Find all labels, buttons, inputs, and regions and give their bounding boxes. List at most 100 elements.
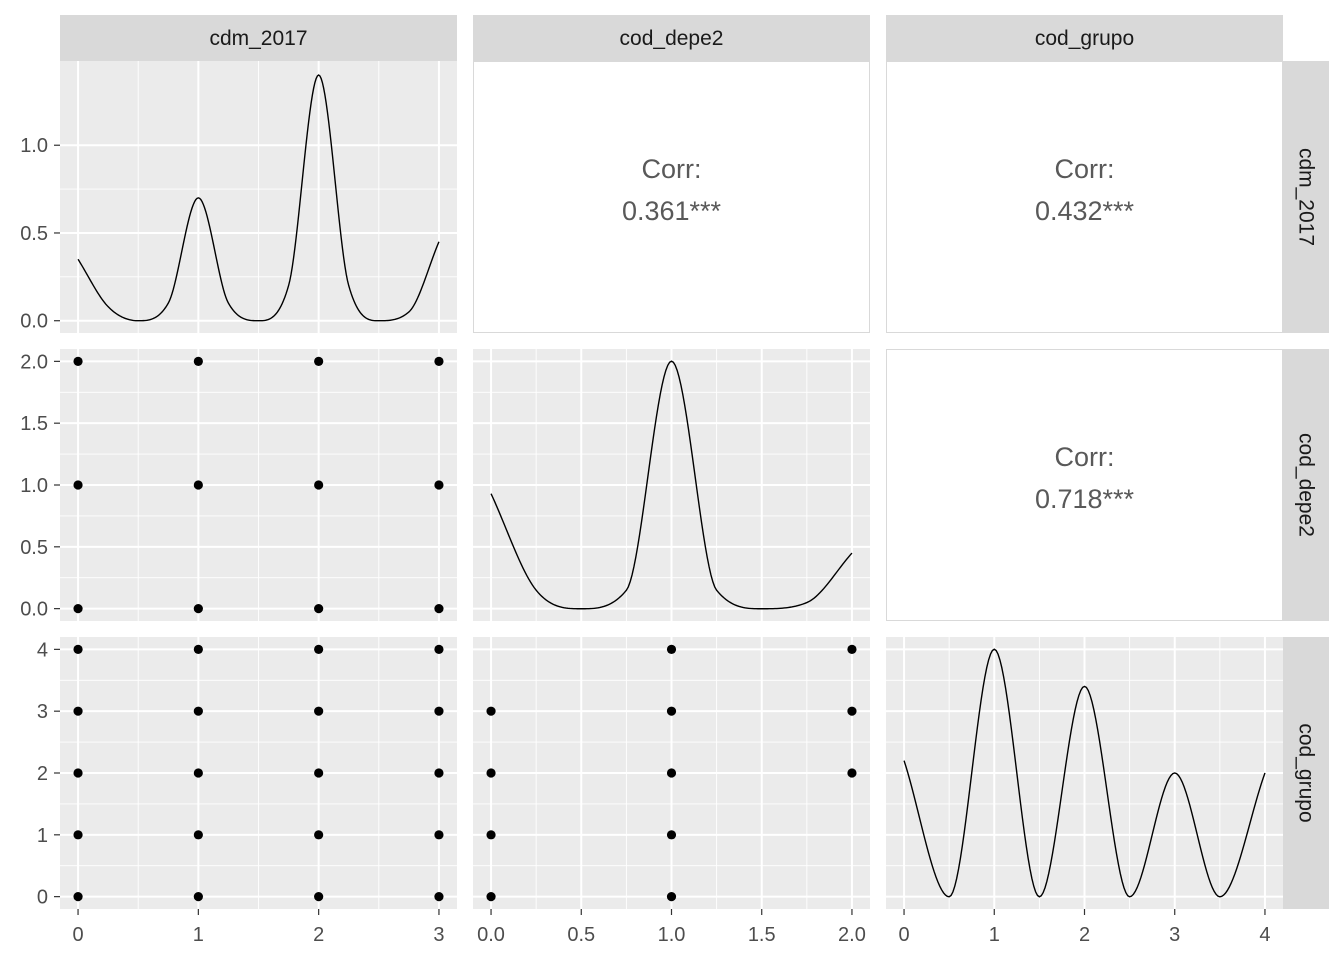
y-tick-label: 0.5 <box>20 223 48 245</box>
scatter-point <box>486 768 496 778</box>
correlation-panel-bg <box>473 61 870 333</box>
scatter-point <box>73 892 83 902</box>
scatter-point <box>434 480 444 490</box>
column-strip <box>60 15 457 61</box>
scatter-point <box>73 706 83 716</box>
column-strip-label: cod_depe2 <box>620 27 724 50</box>
correlation-panel-bg <box>886 61 1283 333</box>
scatter-point <box>314 892 324 902</box>
correlation-panel-bg <box>886 349 1283 621</box>
y-tick-label: 3 <box>37 701 48 723</box>
y-tick-label: 4 <box>37 639 48 661</box>
row-strip-label: cod_depe2 <box>1295 433 1318 537</box>
panel-r1-c0 <box>60 349 457 621</box>
scatter-point <box>847 644 857 654</box>
scatter-point <box>486 892 496 902</box>
panel-r2-c2 <box>886 637 1283 909</box>
x-tick-label: 1.5 <box>748 924 776 946</box>
scatter-point <box>666 830 677 840</box>
x-tick-label: 2 <box>313 924 324 946</box>
y-tick-label: 1 <box>37 825 48 847</box>
x-tick-label: 3 <box>1169 924 1180 946</box>
y-tick-label: 2 <box>37 763 48 785</box>
y-tick-label: 0.0 <box>20 311 48 333</box>
row-strip <box>1283 349 1329 621</box>
scatter-point <box>193 604 203 614</box>
scatter-point <box>486 706 496 716</box>
x-tick-label: 2 <box>1079 924 1090 946</box>
scatter-point <box>314 768 324 778</box>
scatter-point <box>193 892 203 902</box>
correlation-value: 0.361*** <box>622 196 722 226</box>
x-tick-label: 1 <box>193 924 204 946</box>
scatter-point <box>847 706 857 716</box>
scatter-point <box>434 604 444 614</box>
x-tick-label: 2.0 <box>838 924 866 946</box>
scatter-point <box>73 604 83 614</box>
scatter-point <box>434 706 444 716</box>
y-tick-label: 1.5 <box>20 413 48 435</box>
panel-r1-c2: Corr: 0.718*** <box>886 349 1283 621</box>
density-line <box>490 360 853 610</box>
strips-layer: cdm_2017 cod_depe2 cod_grupo cdm_2017 cod_de… <box>60 15 1329 909</box>
density-line <box>903 648 1266 898</box>
y-tick-label: 1.0 <box>20 135 48 157</box>
column-strip <box>473 15 870 61</box>
correlation-label: Corr: <box>642 154 702 184</box>
scatter-point <box>193 480 203 490</box>
column-strip-label: cdm_2017 <box>209 27 307 50</box>
correlation-value: 0.432*** <box>1035 196 1135 226</box>
y-tick-label: 0.5 <box>20 537 48 559</box>
column-strip-label: cod_grupo <box>1035 27 1134 50</box>
density-line <box>77 74 440 322</box>
y-tick-label: 0 <box>37 887 48 909</box>
row-strip-label: cod_grupo <box>1295 723 1318 822</box>
scatter-point <box>314 644 324 654</box>
scatter-point <box>73 644 83 654</box>
scatter-point <box>73 480 83 490</box>
row-strip-label: cdm_2017 <box>1295 148 1318 246</box>
row-strip <box>1283 637 1329 909</box>
scatter-point <box>666 892 677 902</box>
scatter-point <box>666 644 677 654</box>
y-tick-label: 1.0 <box>20 475 48 497</box>
scatter-point <box>193 768 203 778</box>
x-tick-label: 0 <box>898 924 909 946</box>
x-tick-label: 0.5 <box>567 924 595 946</box>
scatter-point <box>193 706 203 716</box>
row-strip <box>1283 61 1329 333</box>
scatter-point <box>73 356 83 366</box>
panel-r0-c1: Corr: 0.361*** <box>473 61 870 333</box>
x-tick-label: 1.0 <box>658 924 686 946</box>
x-tick-label: 1 <box>989 924 1000 946</box>
axes-layer: 0.0 0.5 1.0 0.0 0.5 1.0 1.5 2.0 0 1 2 3 4 0 1 2 3 0.0 0.5 1… <box>20 135 1270 946</box>
scatter-point <box>434 356 444 366</box>
scatter-point <box>73 768 83 778</box>
y-tick-label: 0.0 <box>20 599 48 621</box>
panel-r2-c0 <box>60 637 457 909</box>
panel-r2-c1 <box>473 637 870 909</box>
scatter-point <box>666 768 677 778</box>
correlation-label: Corr: <box>1055 442 1115 472</box>
panel-r1-c1 <box>473 349 870 621</box>
scatter-point <box>193 356 203 366</box>
panel-r0-c0 <box>60 61 457 333</box>
scatter-point <box>486 830 496 840</box>
x-tick-label: 4 <box>1259 924 1270 946</box>
x-tick-label: 3 <box>433 924 444 946</box>
scatter-point <box>434 644 444 654</box>
scatter-point <box>314 830 324 840</box>
scatter-point <box>847 768 857 778</box>
scatter-point <box>314 356 324 366</box>
panel-r0-c2: Corr: 0.432*** <box>886 61 1283 333</box>
scatter-point <box>193 830 203 840</box>
scatter-point <box>314 706 324 716</box>
scatter-point <box>666 706 677 716</box>
scatter-point <box>314 480 324 490</box>
scatter-point <box>314 604 324 614</box>
x-tick-label: 0.0 <box>477 924 505 946</box>
correlation-label: Corr: <box>1055 154 1115 184</box>
scatter-point <box>434 830 444 840</box>
scatter-point <box>73 830 83 840</box>
